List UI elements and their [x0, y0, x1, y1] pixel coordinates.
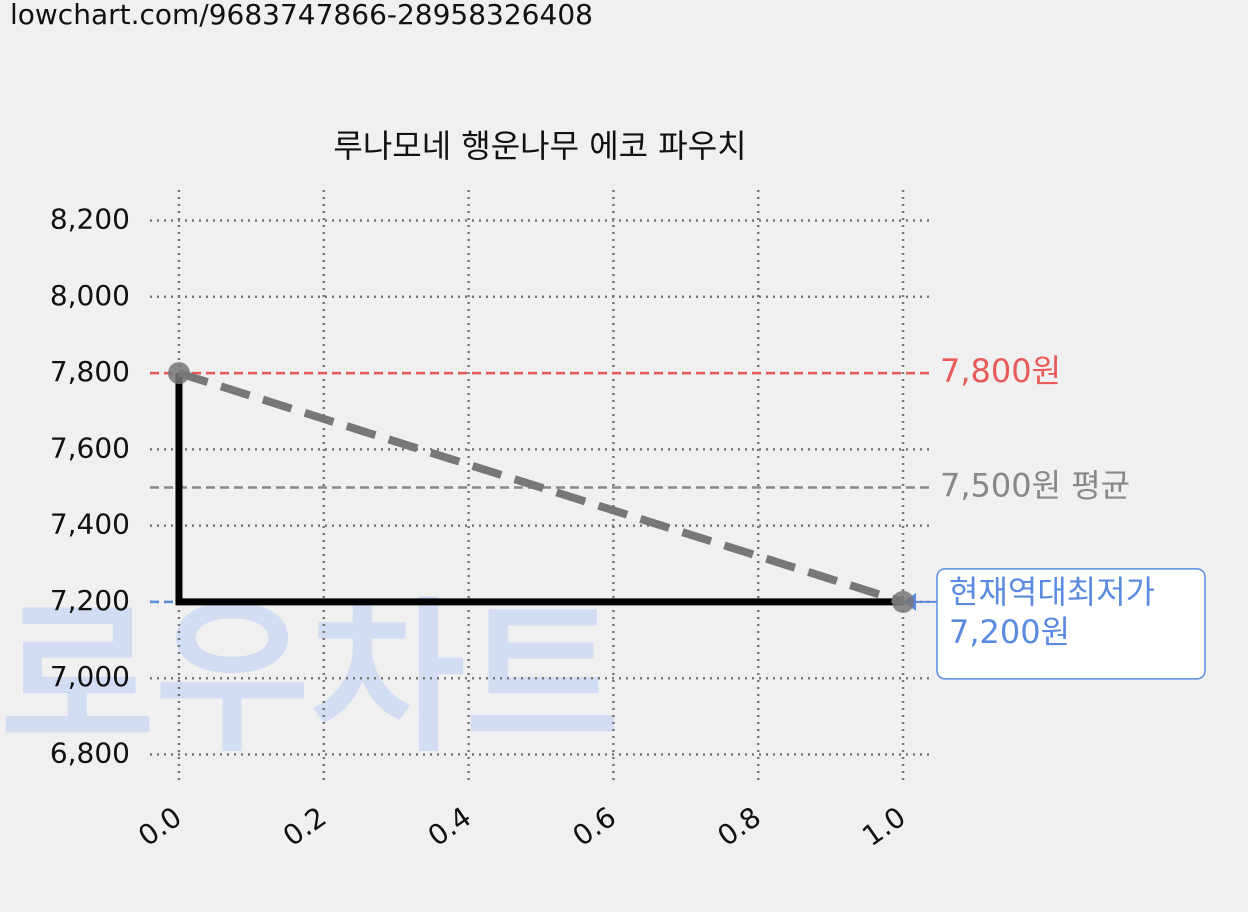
- y-tick-label: 6,800: [50, 736, 130, 769]
- annotation-label: 현재역대최저가: [949, 573, 1155, 611]
- series-line: [177, 369, 905, 606]
- y-tick-label: 7,000: [50, 660, 130, 693]
- annotation-label: 7,500원 평균: [940, 467, 1130, 505]
- y-tick-label: 7,200: [50, 584, 130, 617]
- y-tick-label: 8,000: [50, 279, 130, 312]
- y-tick-label: 7,800: [50, 355, 130, 388]
- annotation-box: [936, 568, 1206, 680]
- annotation-label: 7,200원: [949, 613, 1070, 651]
- y-tick-label: 7,400: [50, 508, 130, 541]
- watermark: 로우차트: [0, 582, 620, 774]
- y-tick-label: 7,600: [50, 431, 130, 464]
- marker: [167, 362, 190, 385]
- series-line: [175, 373, 904, 606]
- url: lowchart.com/9683747866-28958326408: [10, 0, 593, 31]
- marker: [892, 590, 915, 613]
- chart-title: 루나모네 행운나무 에코 파우치: [333, 127, 746, 165]
- annotation-label: 7,800원: [940, 352, 1061, 390]
- y-tick-label: 8,200: [50, 203, 130, 236]
